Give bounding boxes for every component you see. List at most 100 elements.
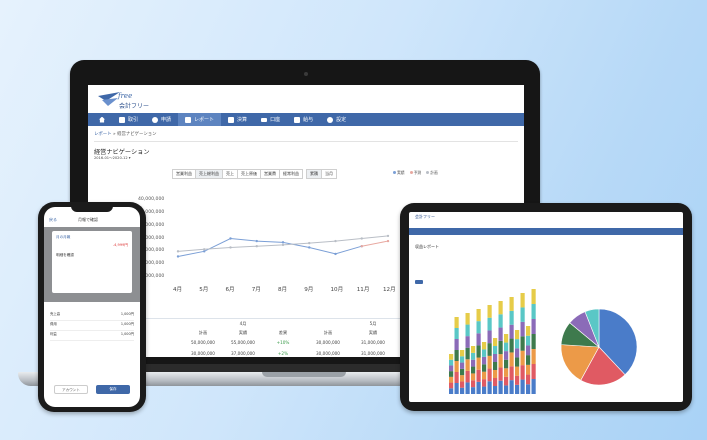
table-cell: 31,000,000 <box>361 340 385 345</box>
bar-segment <box>504 334 509 343</box>
report-icon <box>185 116 192 123</box>
data-point <box>203 250 206 253</box>
nav-kyuyo[interactable]: 給与 <box>287 113 320 126</box>
bar-segment <box>520 293 525 308</box>
bar-segment <box>526 326 531 336</box>
bar-segment <box>460 356 465 363</box>
y-tick-label: 20,000,000 <box>138 248 165 254</box>
x-tick-label: 5月 <box>199 287 209 293</box>
y-tick-label: 10,000,000 <box>138 274 165 279</box>
phone-title: 月報で確認 <box>78 217 98 222</box>
phone-card: 月の月報 -4,999円 明細を確認 <box>52 231 132 293</box>
toggle-monthly[interactable]: 当月 <box>321 169 337 179</box>
bar-segment <box>465 313 470 325</box>
bar-segment <box>465 324 470 337</box>
users-icon <box>152 116 159 123</box>
bar-segment <box>498 301 503 315</box>
bar-segment <box>531 319 536 334</box>
y-tick-label: 30,000,000 <box>138 222 165 228</box>
tablet-title: 収益レポート <box>415 244 439 249</box>
pie-slice <box>584 308 600 348</box>
tab-ordinary-profit[interactable]: 経常利益 <box>279 169 303 179</box>
bar-segment <box>460 368 465 376</box>
phone-screen: 戻る 月報で確認 月の月報 -4,999円 明細を確認 売上高 1,000円 費用… <box>44 207 140 407</box>
nav-kessan[interactable]: 決算 <box>221 113 254 126</box>
period-select[interactable]: 2016-01〜2020-12 ▾ <box>94 156 131 160</box>
table-cell: 30,000,000 <box>191 351 215 356</box>
nav-report[interactable]: レポート <box>178 113 222 126</box>
bar-segment <box>493 378 498 386</box>
bar-segment <box>509 324 514 339</box>
bar-segment <box>465 347 470 360</box>
data-point <box>308 241 311 245</box>
stacked-bar-chart <box>449 289 536 394</box>
bar-segment <box>515 375 520 385</box>
bar-segment <box>526 374 531 385</box>
data-point <box>229 246 232 249</box>
y-tick-label: 25,000,000 <box>138 235 165 241</box>
bar-segment <box>520 321 525 337</box>
phone-header: 戻る 月報で確認 <box>44 217 140 227</box>
bar-segment <box>487 355 492 369</box>
ledger-icon <box>119 116 125 123</box>
table-cell: 50,000,000 <box>191 340 215 345</box>
nav-shinsei[interactable]: 申請 <box>145 113 178 126</box>
tablet-apply-button[interactable] <box>415 280 423 284</box>
bar-segment <box>526 364 531 375</box>
table-header: 計画 <box>323 330 333 335</box>
note-text: 明細を確認 <box>56 253 74 257</box>
bar-segment <box>471 387 476 394</box>
y-tick-label: 35,000,000 <box>138 209 165 215</box>
series-line <box>361 240 389 247</box>
nav-koza[interactable]: 口座 <box>254 113 287 126</box>
bar-segment <box>476 369 481 382</box>
back-link[interactable]: 戻る <box>49 217 57 222</box>
bar-segment <box>454 328 459 339</box>
bar-segment <box>449 382 454 389</box>
data-point <box>308 246 311 249</box>
table-cell: 30,000,000 <box>316 351 340 356</box>
data-point <box>281 243 285 247</box>
bar-segment <box>454 383 459 394</box>
pie-chart <box>560 308 638 386</box>
cancel-button[interactable]: アカウント <box>54 385 88 394</box>
legend-item: 予測 <box>409 170 421 176</box>
save-button[interactable]: 保存 <box>96 385 130 394</box>
filter-select[interactable]: 月の月報 <box>56 235 71 239</box>
data-point <box>176 255 180 258</box>
bar-segment <box>526 384 531 394</box>
bar-segment <box>504 368 509 377</box>
main-nav: 取引 申請 レポート 決算 口座 給与 設定 <box>88 113 524 126</box>
nav-settei[interactable]: 設定 <box>320 113 353 126</box>
data-point <box>176 250 180 253</box>
bar-segment <box>498 354 503 368</box>
bar-segment <box>520 350 525 366</box>
nav-torihiki[interactable]: 取引 <box>112 113 145 126</box>
bar-segment <box>509 366 514 381</box>
bar-segment <box>515 357 520 367</box>
tablet-screen: 会計フリー 収益レポート <box>409 212 683 402</box>
bar-segment <box>476 345 481 358</box>
bar-segment <box>509 380 514 394</box>
bar-segment <box>509 352 514 367</box>
bar-segment <box>465 370 470 383</box>
x-tick-label: 12月 <box>383 287 396 293</box>
range-toggle: 累積 当月 <box>306 169 337 179</box>
bar-segment <box>526 345 531 356</box>
data-point <box>203 248 206 251</box>
bar-segment <box>504 385 509 394</box>
bar-segment <box>520 379 525 394</box>
bar-segment <box>509 310 514 325</box>
bar-segment <box>476 333 481 346</box>
list-item: 売上高 1,000円 <box>50 311 134 321</box>
table-cell: 31,000,000 <box>361 351 385 356</box>
breadcrumb-parent[interactable]: レポート <box>94 132 112 137</box>
bar-segment <box>515 348 520 358</box>
bar-segment <box>531 364 536 379</box>
nav-label: 決算 <box>237 117 248 123</box>
data-point <box>386 234 390 238</box>
bar-segment <box>509 297 514 311</box>
bar-segment <box>504 359 509 369</box>
nav-home[interactable] <box>92 113 112 126</box>
y-tick-label: 40,000,000 <box>138 197 165 202</box>
